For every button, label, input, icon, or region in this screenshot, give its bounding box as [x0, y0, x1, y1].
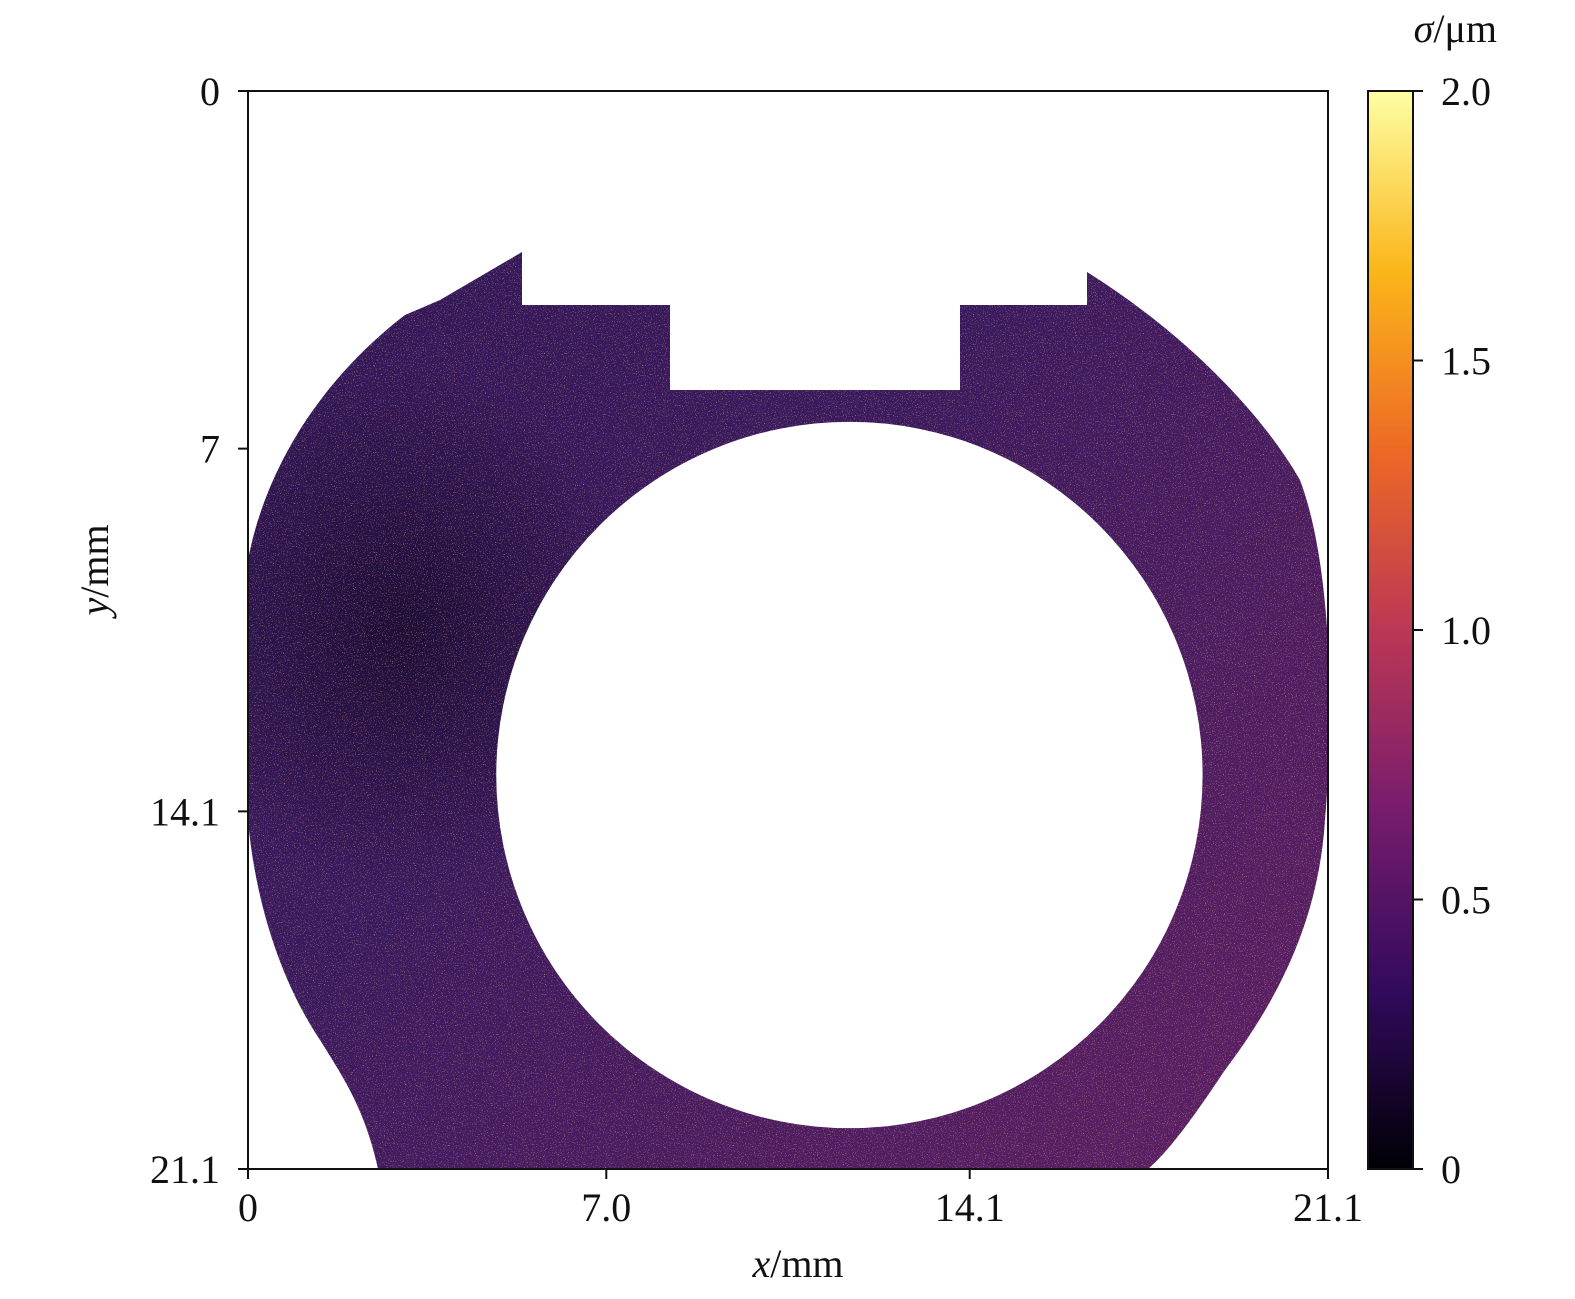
colorbar-tick-label: 0.5: [1441, 878, 1491, 923]
heatmap-field: [248, 91, 1328, 1169]
heatmap-speckle: [248, 91, 1328, 1169]
y-axis-label: y/mm: [72, 524, 117, 619]
colorbar-tick-label: 1.0: [1441, 608, 1491, 653]
x-tick-label: 0: [238, 1185, 258, 1230]
y-tick-label: 21.1: [150, 1147, 220, 1192]
x-tick-label: 7.0: [581, 1185, 631, 1230]
colorbar-tick-label: 2.0: [1441, 69, 1491, 114]
colorbar-ticks: 0 0.5 1.0 1.5 2.0: [1413, 69, 1491, 1192]
y-axis-ticks: 0 7 14.1 21.1: [150, 69, 248, 1192]
y-tick-label: 7: [200, 427, 220, 472]
colorbar-gradient: [1367, 90, 1414, 1170]
x-tick-label: 21.1: [1293, 1185, 1363, 1230]
y-tick-label: 14.1: [150, 789, 220, 834]
x-axis-ticks: 0 7.0 14.1 21.1: [238, 1169, 1363, 1230]
x-axis-label: x/mm: [751, 1241, 843, 1286]
x-tick-label: 14.1: [935, 1185, 1005, 1230]
colorbar: 0 0.5 1.0 1.5 2.0 σ/μm: [1367, 6, 1497, 1192]
colorbar-label: σ/μm: [1414, 6, 1497, 51]
plot-frame: [247, 90, 1329, 1170]
colorbar-tick-label: 0: [1441, 1147, 1461, 1192]
colorbar-tick-label: 1.5: [1441, 339, 1491, 384]
y-tick-label: 0: [200, 69, 220, 114]
